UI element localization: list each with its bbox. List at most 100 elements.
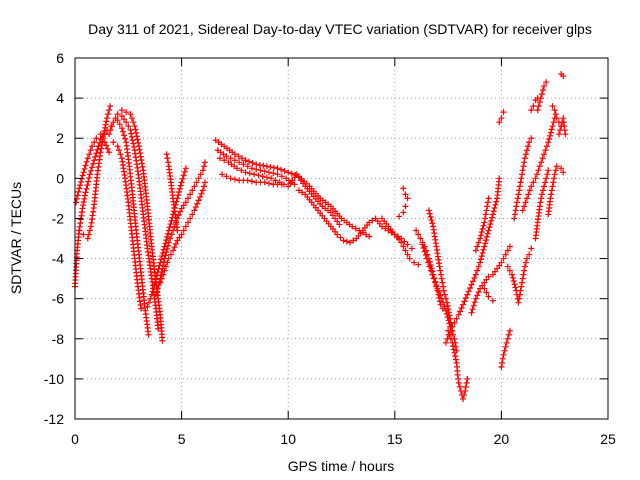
data-point [166,224,173,231]
data-point [536,99,543,106]
data-point [137,153,144,160]
data-point [468,309,475,316]
data-point [293,171,300,178]
data-point [553,163,560,170]
data-point [509,271,516,278]
data-point [255,172,262,179]
data-point [429,271,436,278]
data-point [246,170,253,177]
data-point [128,115,135,122]
data-point [491,205,498,212]
data-point [520,271,527,278]
data-point [191,207,198,214]
data-point [172,240,179,247]
data-point [526,139,533,146]
data-point [481,285,488,292]
data-point [92,153,99,160]
x-tick-label: 0 [71,431,79,447]
data-point [437,301,444,308]
data-point [199,167,206,174]
data-point [480,246,487,253]
data-point [119,128,126,135]
data-point [191,183,198,190]
data-point [549,103,556,110]
data-point [242,157,249,164]
data-point [535,103,542,110]
data-point [278,181,285,188]
data-point [121,116,128,123]
data-point [235,153,242,160]
data-point [285,183,292,190]
data-point [413,227,420,234]
data-point [436,298,443,305]
data-point [493,198,500,205]
data-point [154,285,161,292]
data-point [139,163,146,170]
data-point [177,182,184,189]
data-point [538,195,545,202]
data-point [99,135,106,142]
data-point [182,165,189,172]
data-point [484,203,491,210]
data-point [84,182,91,189]
data-point [516,187,523,194]
data-point [221,157,228,164]
data-point [155,325,162,332]
data-point [116,147,123,154]
y-tick-label: 6 [56,50,64,66]
data-point [98,145,105,152]
data-point [202,179,209,186]
data-point [175,192,182,199]
data-point [437,271,444,278]
data-point [539,187,546,194]
data-point [542,179,549,186]
data-point [547,129,554,136]
data-point [535,167,542,174]
data-point [249,159,256,166]
data-point [110,139,117,146]
data-point [462,294,469,301]
data-point [469,278,476,285]
data-point [447,315,454,322]
x-tick-label: 25 [600,431,616,447]
data-point [195,197,202,204]
data-point [97,131,104,138]
data-point [482,240,489,247]
data-point [501,347,508,354]
data-point [83,158,90,165]
data-point [500,255,507,262]
data-point [160,271,167,278]
data-point [285,169,292,176]
data-point [549,183,556,190]
data-point [441,291,448,298]
data-point [489,214,496,221]
data-point [419,241,426,248]
data-point [180,227,187,234]
data-point [425,207,432,214]
data-point [144,303,151,310]
data-point [82,189,89,196]
data-point [176,185,183,192]
data-point [440,283,447,290]
data-point [165,239,172,246]
data-point [231,157,238,164]
data-point [139,160,146,167]
data-point [197,194,204,201]
data-point [428,217,435,224]
data-point [251,171,258,178]
data-point [223,173,230,180]
data-point [475,239,482,246]
data-point [394,233,401,240]
data-point [238,167,245,174]
data-point [244,177,251,184]
data-point [402,247,409,254]
data-point [270,170,277,177]
data-point [526,251,533,258]
data-point [137,150,144,157]
data-point [134,136,141,143]
data-point [163,151,170,158]
data-point [478,253,485,260]
data-point [479,225,486,232]
data-point [174,237,181,244]
data-point [369,217,376,224]
